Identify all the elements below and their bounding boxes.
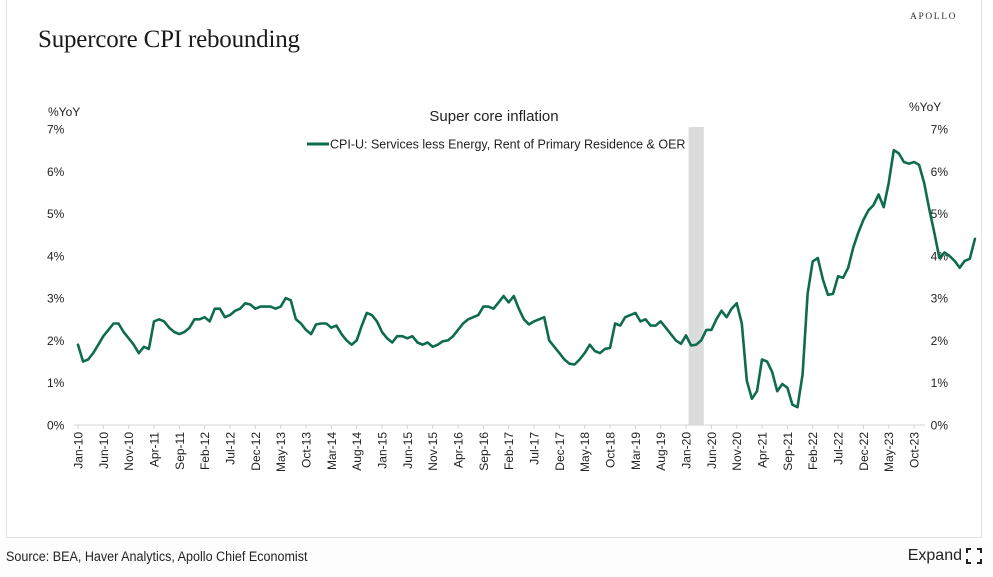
x-tick-label: Jan-15 — [376, 432, 390, 469]
y-tick-label-left: 3% — [47, 292, 65, 306]
page-title: Supercore CPI rebounding — [38, 26, 300, 53]
y-tick-label-right: 6% — [931, 165, 949, 179]
x-tick-label: May-13 — [274, 432, 288, 472]
y-tick-label-left: 0% — [47, 419, 65, 433]
y-tick-label-right: 3% — [931, 292, 949, 306]
y-tick-label-right: 5% — [931, 207, 949, 221]
x-tick-label: Jan-10 — [72, 432, 86, 469]
x-tick-label: Sep-16 — [477, 432, 491, 471]
y-ticks-left: 0% 1% 2% 3% 4% 5% 6% 7% — [47, 123, 65, 433]
x-tick-label: Nov-15 — [426, 432, 440, 471]
expand-icon — [966, 548, 982, 564]
x-tick-label: Jun-15 — [401, 432, 415, 469]
y-tick-label-left: 2% — [47, 334, 65, 348]
y-ticks-right: 0%1%2%3%4%5%6%7% — [931, 123, 949, 433]
y-tick-label-left: 6% — [47, 165, 65, 179]
source-note: Source: BEA, Haver Analytics, Apollo Chi… — [6, 549, 308, 564]
x-tick-label: Feb-12 — [198, 432, 212, 470]
x-tick-label: Nov-20 — [730, 432, 744, 471]
y-tick-label-right: 7% — [931, 123, 949, 137]
x-tick-label: Jul-12 — [224, 432, 238, 465]
x-tick-label: Oct-18 — [604, 432, 618, 468]
y-tick-label-left: 7% — [47, 123, 65, 137]
expand-label: Expand — [907, 547, 962, 564]
x-tick-label: Jun-10 — [97, 432, 111, 469]
x-ticks: Jan-10 Jun-10 Nov-10 Apr-11 Sep-11 Feb-12 Jul-… — [72, 425, 922, 472]
brand-logo: APOLLO — [910, 12, 958, 22]
x-tick-label: Oct-13 — [300, 432, 314, 468]
chart-title: Super core inflation — [429, 108, 558, 125]
x-tick-label: Apr-11 — [148, 432, 162, 467]
x-tick-label: Dec-22 — [857, 432, 871, 471]
x-tick-label: Dec-12 — [249, 432, 263, 471]
y-tick-label-right: 2% — [931, 334, 949, 348]
footer-bar — [0, 540, 993, 577]
x-tick-label: Apr-21 — [756, 432, 770, 468]
x-tick-label: Sep-11 — [173, 432, 187, 470]
x-tick-label: Jan-20 — [680, 432, 694, 469]
x-tick-label: Apr-16 — [452, 432, 466, 468]
x-tick-label: Nov-10 — [122, 432, 136, 471]
x-tick-label: Feb-22 — [806, 432, 820, 470]
x-tick-label: Jun-20 — [705, 432, 719, 469]
series-line — [76, 148, 977, 409]
x-tick-label: Jul-22 — [832, 432, 846, 465]
expand-button[interactable]: Expand — [908, 547, 983, 565]
y-axis-label-left: %YoY — [48, 105, 80, 119]
y-tick-label-left: 4% — [47, 249, 65, 263]
x-tick-label: Feb-17 — [502, 432, 516, 470]
y-tick-label-right: 0% — [931, 419, 949, 433]
x-tick-label: Mar-19 — [629, 432, 643, 470]
x-tick-label: Dec-17 — [553, 432, 567, 471]
recession-shading — [688, 127, 704, 425]
x-tick-label: May-23 — [882, 432, 896, 472]
x-tick-label: Sep-21 — [781, 432, 795, 471]
x-tick-label: Mar-14 — [325, 432, 339, 470]
legend-label: CPI-U: Services less Energy, Rent of Pri… — [330, 138, 685, 152]
x-tick-label: Aug-19 — [654, 432, 668, 471]
x-tick-label: May-18 — [578, 432, 592, 472]
y-tick-label-right: 1% — [931, 376, 949, 390]
line-chart: Super core inflation CPI-U: Services les… — [47, 100, 977, 472]
y-tick-label-left: 5% — [47, 207, 65, 221]
y-tick-label-left: 1% — [47, 376, 65, 390]
y-axis-label-right: %YoY — [909, 100, 941, 114]
x-tick-label: Oct-23 — [908, 432, 922, 468]
x-tick-label: Aug-14 — [350, 432, 364, 471]
x-tick-label: Jul-17 — [528, 432, 542, 465]
